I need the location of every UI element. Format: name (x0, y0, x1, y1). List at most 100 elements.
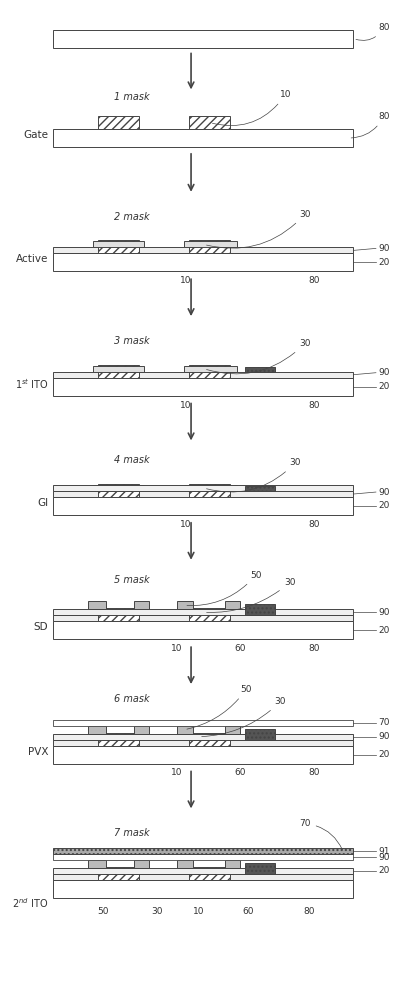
Text: 50: 50 (97, 907, 108, 916)
Text: 3 mask: 3 mask (114, 336, 150, 346)
Text: 30: 30 (151, 907, 163, 916)
Bar (53, 874, 353, 880)
Bar (53, 378, 353, 396)
Bar (93, 241, 144, 247)
Text: 1 mask: 1 mask (114, 92, 150, 102)
Text: 2$^{nd}$ ITO: 2$^{nd}$ ITO (12, 896, 48, 910)
Bar (53, 609, 353, 615)
Text: 20: 20 (378, 258, 389, 267)
Bar (97, 484, 139, 497)
Text: 10: 10 (181, 401, 192, 410)
Bar (93, 734, 144, 740)
Bar (245, 863, 275, 874)
Text: 60: 60 (234, 768, 246, 777)
Text: 20: 20 (378, 501, 389, 510)
Text: 4 mask: 4 mask (114, 455, 150, 465)
Bar (245, 604, 275, 615)
Bar (177, 726, 193, 734)
Bar (53, 30, 353, 48)
Bar (93, 868, 144, 874)
Bar (53, 720, 353, 726)
Text: 5 mask: 5 mask (114, 575, 150, 585)
Text: 80: 80 (303, 907, 315, 916)
Bar (88, 726, 105, 734)
Bar (88, 601, 105, 609)
Text: 90: 90 (378, 488, 389, 497)
Text: 50: 50 (187, 685, 252, 729)
Bar (189, 484, 231, 497)
Bar (53, 740, 353, 746)
Bar (226, 601, 240, 609)
Bar (97, 867, 139, 880)
Bar (53, 497, 353, 515)
Text: Gate: Gate (24, 130, 48, 140)
Bar (134, 601, 149, 609)
Bar (134, 860, 149, 868)
Text: 20: 20 (378, 626, 389, 635)
Bar (53, 621, 353, 639)
Text: SD: SD (34, 622, 48, 632)
Bar (53, 247, 353, 253)
Text: 30: 30 (207, 458, 301, 492)
Bar (93, 609, 144, 615)
Text: 80: 80 (356, 23, 389, 40)
Text: 60: 60 (242, 907, 254, 916)
Bar (97, 733, 139, 746)
Bar (189, 116, 231, 129)
Bar (53, 734, 353, 740)
Text: 6 mask: 6 mask (114, 694, 150, 704)
Text: 10: 10 (171, 644, 182, 653)
Text: 30: 30 (207, 578, 296, 613)
Bar (93, 366, 144, 372)
Bar (189, 733, 231, 746)
Bar (226, 860, 240, 868)
Bar (189, 240, 231, 253)
Bar (97, 365, 139, 378)
Text: 50: 50 (187, 571, 262, 606)
Bar (189, 867, 231, 880)
Bar (53, 880, 353, 898)
Bar (53, 854, 353, 860)
Text: 90: 90 (378, 732, 389, 741)
Bar (189, 365, 231, 378)
Bar (184, 609, 237, 615)
Text: 10: 10 (213, 90, 291, 126)
Bar (184, 366, 237, 372)
Text: 90: 90 (378, 368, 389, 377)
Bar (53, 129, 353, 147)
Text: 20: 20 (378, 750, 389, 759)
Text: 1$^{st}$ ITO: 1$^{st}$ ITO (15, 377, 48, 391)
Bar (177, 601, 193, 609)
Text: 80: 80 (351, 112, 389, 138)
Text: 90: 90 (378, 608, 389, 617)
Bar (53, 868, 353, 874)
Text: 20: 20 (378, 382, 389, 391)
Bar (88, 860, 105, 868)
Text: 7 mask: 7 mask (114, 828, 150, 838)
Text: 80: 80 (308, 520, 320, 529)
Text: 20: 20 (378, 866, 389, 875)
Bar (97, 608, 139, 621)
Text: 91: 91 (378, 847, 389, 856)
Text: 2 mask: 2 mask (114, 212, 150, 222)
Bar (53, 615, 353, 621)
Text: 80: 80 (308, 644, 320, 653)
Bar (245, 729, 275, 740)
Text: 10: 10 (193, 907, 205, 916)
Text: 10: 10 (171, 768, 182, 777)
Bar (134, 726, 149, 734)
Bar (53, 253, 353, 271)
Text: 30: 30 (202, 697, 286, 737)
Bar (97, 116, 139, 129)
Bar (53, 372, 353, 378)
Text: 10: 10 (181, 276, 192, 285)
Bar (184, 241, 237, 247)
Bar (226, 726, 240, 734)
Text: 30: 30 (207, 339, 311, 374)
Text: 80: 80 (308, 768, 320, 777)
Bar (177, 860, 193, 868)
Bar (93, 485, 144, 491)
Text: 70: 70 (299, 819, 342, 850)
Bar (53, 485, 353, 491)
Bar (184, 734, 237, 740)
